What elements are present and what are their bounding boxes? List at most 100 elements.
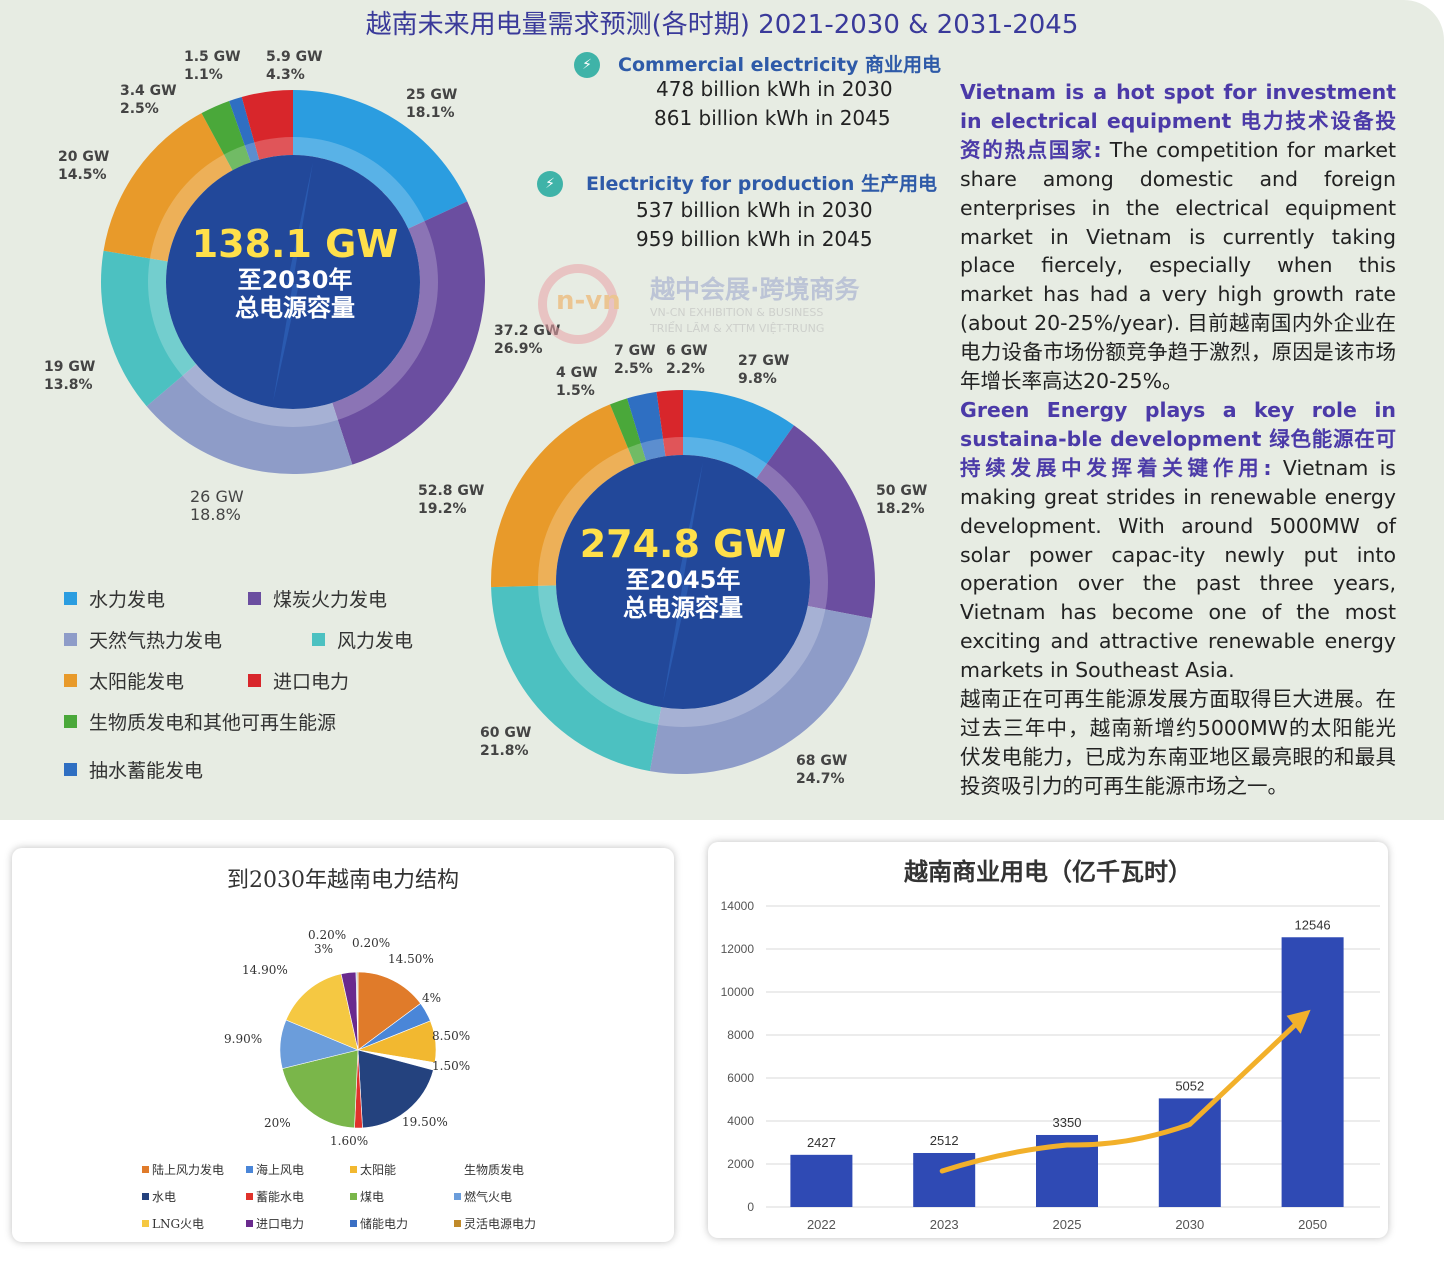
pie-value-label: 14.50%: [388, 952, 434, 966]
production-heading: Electricity for production 生产用电: [586, 173, 937, 195]
legend-item: 煤炭火力发电: [248, 585, 387, 612]
trend-arrowhead: [1286, 1009, 1311, 1034]
watermark-logo-text: n-vn: [556, 286, 621, 316]
donut-2045-label: 4 GW 1.5%: [556, 365, 598, 399]
pie-value-label: 4%: [422, 991, 442, 1005]
donut-2030-label: 3.4 GW 2.5%: [120, 83, 177, 117]
donut_2045-segment: [656, 390, 683, 457]
legend-swatch: [64, 763, 77, 776]
watermark-name: 越中会展·跨境商务: [650, 275, 860, 304]
y-tick-label: 8000: [727, 1028, 754, 1042]
bar: [790, 1154, 853, 1207]
x-tick-label: 2050: [1298, 1217, 1327, 1232]
legend-item: 水力发电: [64, 585, 165, 612]
donut-2030-total: 138.1 GW: [191, 222, 399, 266]
y-tick-label: 10000: [721, 985, 755, 999]
bar-value-label: 12546: [1295, 917, 1331, 932]
donut-2030-line2: 总电源容量: [235, 294, 355, 322]
donut_2045-segment: [627, 391, 666, 461]
pie-value-label: 8.50%: [432, 1029, 471, 1043]
pie-value-label: 19.50%: [402, 1115, 448, 1129]
pie-legend-item: 太阳能: [350, 1161, 396, 1178]
pie-value-label: 0.20%: [308, 928, 347, 942]
production-line: 537 billion kWh in 2030: [636, 198, 873, 222]
bar-value-label: 3350: [1053, 1115, 1082, 1130]
production-line: 959 billion kWh in 2045: [636, 227, 873, 251]
pie-legend-item: 水电: [142, 1188, 176, 1205]
donut_2045-segment: [610, 398, 647, 465]
donut_2045-segment: [649, 606, 872, 774]
commercial-line: 861 billion kWh in 2045: [654, 106, 891, 130]
page-title: 越南未来用电量需求预测(各时期) 2021-2030 & 2031-2045: [365, 10, 1079, 40]
commercial-line: 478 billion kWh in 2030: [656, 77, 893, 101]
infographic-panel: 越南未来用电量需求预测(各时期) 2021-2030 & 2031-2045 1…: [0, 0, 1444, 820]
article-text: Vietnam is a hot spot for investment in …: [960, 78, 1396, 801]
bar-value-label: 5052: [1175, 1078, 1204, 1093]
y-tick-label: 4000: [727, 1114, 754, 1128]
donut_2030-segment: [241, 90, 293, 160]
watermark-en: VN-CN EXHIBITION & BUSINESS: [650, 306, 824, 319]
pie-value-label: 20%: [264, 1116, 291, 1130]
donut_2030-group: [101, 90, 485, 475]
donut-2045-label: 60 GW 21.8%: [480, 725, 532, 759]
donut-2030-label: 20 GW 14.5%: [58, 149, 110, 183]
donut_2030-segment: [146, 364, 353, 475]
donut_2030-segment: [103, 113, 233, 262]
donut-2045-label: 7 GW 2.5%: [614, 343, 656, 377]
pie-chart-title: 到2030年越南电力结构: [227, 868, 459, 893]
pie-value-label: 0.20%: [352, 936, 391, 950]
donut_2030-bolt-shape: [273, 162, 313, 402]
legend-swatch: [64, 633, 77, 646]
watermark-ring: [538, 264, 618, 344]
commercial-heading: Commercial electricity 商业用电: [618, 54, 941, 76]
pie-legend-item: 蓄能水电: [246, 1188, 304, 1205]
donut-2030-label: 37.2 GW 26.9%: [494, 323, 561, 357]
x-tick-label: 2030: [1175, 1217, 1204, 1232]
donut_2030-segment: [293, 90, 468, 229]
donut-2045-total: 274.8 GW: [579, 522, 787, 566]
legend-item: 进口电力: [248, 667, 349, 694]
legend-swatch: [64, 592, 77, 605]
legend-swatch: [248, 592, 261, 605]
pie-chart-card: 到2030年越南电力结构 14.50% 4% 8.50% 1.50% 19.50…: [12, 848, 674, 1242]
donut-2030-label: 25 GW 18.1%: [406, 87, 458, 121]
x-tick-label: 2022: [807, 1217, 836, 1232]
donut-2045-label: 52.8 GW 19.2%: [418, 483, 485, 517]
bar-chart: 0 2000 4000 6000 8000 10000 12000 14000 2427 2022…: [721, 899, 1380, 1232]
pie-value-label: 14.90%: [242, 963, 288, 977]
donut_2030-segment: [332, 201, 485, 465]
paragraph-investment: The competition for market share among d…: [960, 137, 1397, 394]
pie-legend-item: 储能电力: [350, 1215, 408, 1232]
bar: [1158, 1098, 1221, 1207]
legend-swatch: [64, 715, 77, 728]
pie-legend-item: 生物质发电: [454, 1161, 524, 1178]
paragraph-green-energy: Vietnam is making great strides in renew…: [960, 455, 1396, 683]
pie-slice: [357, 971, 422, 1051]
pie-legend-item: LNG火电: [142, 1215, 204, 1232]
y-tick-label: 2000: [727, 1157, 754, 1171]
y-tick-label: 0: [747, 1200, 754, 1214]
pie-slice: [357, 1049, 434, 1129]
legend-item: 天然气热力发电: [64, 626, 222, 653]
pie-legend-item: 灵活电源电力: [454, 1215, 536, 1232]
donut-2045-label: 27 GW 9.8%: [738, 353, 790, 387]
pie-legend-item: 海上风电: [246, 1161, 304, 1178]
legend-swatch: [312, 633, 325, 646]
donut-charts: [101, 90, 875, 774]
donut_2045-segment: [683, 390, 794, 479]
donut_2030-segment: [201, 100, 251, 171]
pie-legend-item: 进口电力: [246, 1215, 304, 1232]
donut-2030-center: 138.1 GW 至2030年 总电源容量: [190, 222, 400, 322]
pie-legend-item: 燃气火电: [454, 1188, 512, 1205]
x-tick-label: 2023: [930, 1217, 959, 1232]
donut-2045-label: 68 GW 24.7%: [796, 753, 848, 787]
bar-value-label: 2512: [930, 1133, 959, 1148]
y-tick-label: 12000: [721, 942, 755, 956]
y-tick-label: 6000: [727, 1071, 754, 1085]
donut-2030-label: 1.5 GW 1.1%: [184, 49, 241, 83]
trend-line: [939, 1015, 1306, 1174]
pie-chart: [279, 971, 437, 1129]
donut-2045-line2: 总电源容量: [623, 594, 743, 622]
bar-value-label: 2427: [807, 1135, 836, 1150]
legend-item: 风力发电: [312, 626, 413, 653]
